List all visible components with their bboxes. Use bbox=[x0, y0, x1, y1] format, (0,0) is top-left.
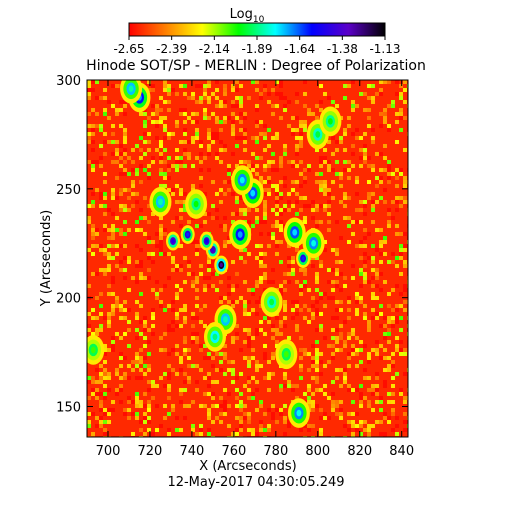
colorbar: Log10 -2.65 -2.39 -2.14 -1.89 -1.64 -1.38 -1.1… bbox=[113, 7, 400, 56]
polarization-feature bbox=[287, 398, 310, 428]
y-tick-label: 250 bbox=[56, 183, 81, 198]
y-tick-label: 200 bbox=[56, 292, 81, 307]
colorbar-label: Log10 bbox=[230, 7, 265, 25]
polarization-feature bbox=[199, 231, 214, 251]
colorbar-tick-label: -1.38 bbox=[327, 42, 358, 56]
polarization-feature bbox=[302, 228, 325, 259]
x-tick-label: 820 bbox=[347, 444, 372, 459]
colorbar-gradient bbox=[128, 22, 386, 37]
x-axis-label: X (Arcseconds) bbox=[199, 459, 296, 474]
y-tick-label: 300 bbox=[56, 74, 81, 89]
plot-area: 700 720 740 760 780 800 820 840 150 200 250 300 bbox=[56, 74, 414, 459]
polarization-feature bbox=[166, 231, 181, 251]
x-tick-label: 800 bbox=[305, 444, 330, 459]
chart-title: Hinode SOT/SP - MERLIN : Degree of Polar… bbox=[86, 58, 426, 74]
y-axis: 150 200 250 300 bbox=[56, 74, 408, 416]
y-tick-label: 150 bbox=[56, 401, 81, 416]
x-tick-label: 840 bbox=[389, 444, 414, 459]
timestamp: 12-May-2017 04:30:05.249 bbox=[167, 475, 344, 490]
y-axis-label: Y (Arcseconds) bbox=[39, 210, 54, 307]
x-axis: 700 720 740 760 780 800 820 840 bbox=[96, 80, 414, 459]
x-tick-label: 740 bbox=[179, 444, 204, 459]
polarization-feature bbox=[214, 255, 229, 275]
colorbar-tick-label: -2.14 bbox=[199, 42, 230, 56]
colorbar-tick-label: -1.13 bbox=[369, 42, 400, 56]
colorbar-tick-label: -2.65 bbox=[113, 42, 144, 56]
polarization-feature bbox=[229, 219, 252, 250]
x-tick-label: 780 bbox=[263, 444, 288, 459]
colorbar-tick-label: -2.39 bbox=[156, 42, 187, 56]
polarization-feature bbox=[185, 189, 208, 219]
polarization-feature bbox=[283, 217, 306, 248]
x-tick-label: 700 bbox=[96, 444, 121, 459]
colorbar-tick-label: -1.64 bbox=[284, 42, 315, 56]
x-tick-label: 760 bbox=[221, 444, 246, 459]
polarization-feature bbox=[260, 287, 283, 317]
polarization-feature bbox=[149, 187, 172, 217]
polarization-feature bbox=[205, 240, 220, 260]
polarization-feature bbox=[203, 322, 226, 352]
polarization-feature bbox=[231, 165, 254, 195]
polarization-feature bbox=[275, 339, 298, 370]
polarization-feature bbox=[319, 106, 342, 137]
polarization-feature bbox=[87, 335, 105, 365]
colorbar-tick-label: -1.89 bbox=[241, 42, 272, 56]
colorbar-ticks: -2.65 -2.39 -2.14 -1.89 -1.64 -1.38 -1.13 bbox=[113, 36, 401, 56]
x-tick-label: 720 bbox=[138, 444, 163, 459]
polarization-feature bbox=[120, 80, 143, 104]
heatmap-cells bbox=[87, 80, 408, 437]
polarization-feature bbox=[180, 225, 195, 245]
plot-frame bbox=[86, 79, 409, 438]
